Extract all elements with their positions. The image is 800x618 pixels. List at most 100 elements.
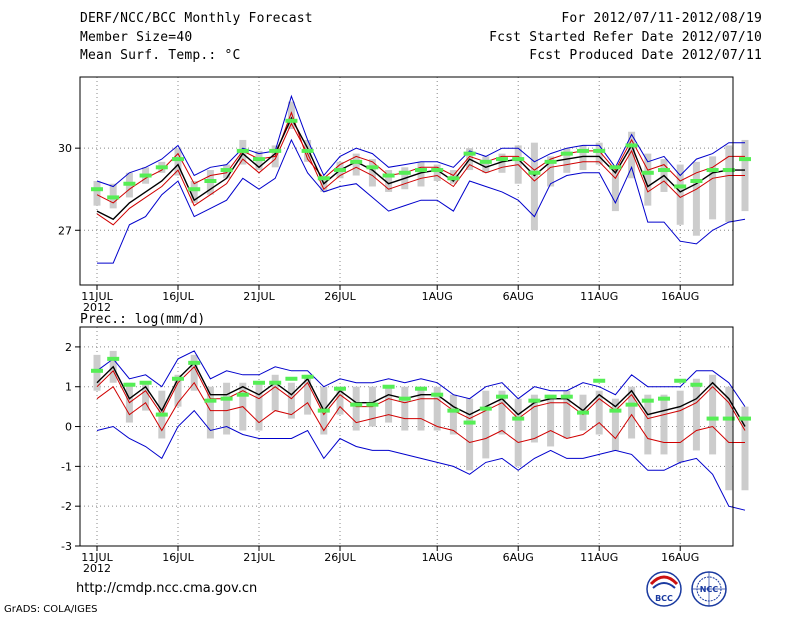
temp-median-marker bbox=[155, 165, 168, 170]
grads-credit: GrADS: COLA/IGES bbox=[4, 604, 98, 615]
temp-box bbox=[563, 148, 571, 173]
footer-url[interactable]: http://cmdp.ncc.cma.gov.cn bbox=[76, 581, 258, 596]
temp-median-marker bbox=[496, 157, 508, 162]
prec-box bbox=[547, 394, 555, 447]
temp-box bbox=[482, 156, 490, 173]
temp-box bbox=[368, 159, 376, 187]
prec-ytick-label: -2 bbox=[61, 500, 72, 513]
prec-frame bbox=[79, 326, 734, 547]
prec-box bbox=[530, 394, 538, 443]
temp-median-marker bbox=[544, 159, 557, 164]
chart-title: DERF/NCC/BCC Monthly Forecast bbox=[80, 11, 313, 26]
temp-box bbox=[725, 145, 733, 223]
temp-median-marker bbox=[431, 168, 444, 173]
prec-box bbox=[449, 394, 457, 435]
prec-median-marker bbox=[220, 396, 233, 401]
temp-box bbox=[93, 181, 101, 206]
ncc-logo: NCC bbox=[691, 571, 727, 607]
prec-ytick-label: -1 bbox=[61, 460, 72, 473]
temp-box bbox=[385, 170, 393, 192]
prec-box bbox=[595, 390, 603, 435]
prec-box bbox=[498, 390, 506, 435]
prec-box bbox=[304, 374, 312, 415]
prec-median-marker bbox=[204, 398, 217, 403]
prec-box bbox=[628, 386, 636, 439]
prec-median-marker bbox=[593, 378, 606, 383]
prec-box bbox=[676, 390, 684, 463]
temp-median-marker bbox=[641, 170, 654, 175]
temp-box bbox=[628, 131, 636, 179]
prec-xtick-label: 6AUG bbox=[503, 551, 534, 564]
temp-median-marker bbox=[91, 187, 103, 192]
temp-xtick-label: 11JUL bbox=[81, 290, 113, 303]
temp-median-marker bbox=[220, 168, 233, 173]
prec-box bbox=[514, 398, 522, 467]
temp-xtick-label: 16AUG bbox=[661, 290, 699, 303]
temp-median-marker bbox=[674, 184, 687, 189]
temp-box bbox=[352, 153, 360, 176]
prec-median-marker bbox=[366, 402, 379, 407]
temp-box bbox=[676, 164, 684, 225]
prec-median-marker bbox=[155, 412, 168, 417]
prec-median-marker bbox=[350, 402, 363, 407]
temp-line-lower bbox=[96, 122, 745, 226]
prec-box bbox=[271, 374, 279, 411]
prec-median-marker bbox=[123, 382, 136, 387]
temp-median-marker bbox=[528, 170, 541, 175]
prec-median-marker bbox=[269, 380, 282, 385]
prec-box bbox=[287, 382, 295, 419]
temp-median-marker bbox=[317, 176, 330, 181]
prec-box bbox=[336, 386, 344, 415]
prec-median-marker bbox=[641, 398, 654, 403]
prec-box bbox=[644, 394, 652, 455]
temp-xtick-label: 26JUL bbox=[324, 290, 356, 303]
temp-median-marker bbox=[690, 179, 703, 183]
prec-median-marker bbox=[577, 410, 589, 415]
prec-median-marker bbox=[609, 408, 622, 413]
temp-median-marker bbox=[577, 148, 589, 153]
prec-median-marker bbox=[172, 376, 184, 381]
temp-median-marker bbox=[350, 159, 363, 164]
prec-line-max bbox=[96, 350, 746, 407]
prec-xtick-label: 26JUL bbox=[324, 551, 356, 564]
temp-box bbox=[530, 142, 538, 231]
prec-xtick-label: 16JUL bbox=[162, 551, 194, 564]
prec-median-marker bbox=[706, 416, 719, 421]
temp-median-marker bbox=[658, 168, 670, 173]
prec-median-marker bbox=[139, 380, 152, 385]
prec-median-marker bbox=[544, 394, 557, 399]
prec-box bbox=[352, 386, 360, 431]
prec-median-marker bbox=[334, 386, 346, 391]
prec-box bbox=[255, 382, 263, 431]
temp-box bbox=[287, 101, 295, 129]
temp-median-marker bbox=[593, 148, 606, 153]
temp-median-marker bbox=[739, 157, 751, 162]
temp-median-marker bbox=[236, 148, 249, 153]
prec-median-marker bbox=[479, 406, 492, 411]
temp-median-marker bbox=[560, 151, 573, 156]
temp-median-marker bbox=[447, 176, 460, 181]
prec-median-marker bbox=[317, 408, 330, 413]
prec-median-marker bbox=[382, 384, 395, 389]
temp-box bbox=[417, 161, 425, 187]
temp-median-marker bbox=[269, 148, 282, 153]
prec-median-marker bbox=[739, 416, 751, 421]
prec-box bbox=[417, 386, 425, 431]
prec-median-marker bbox=[560, 394, 573, 399]
temp-median-marker bbox=[188, 187, 201, 192]
prec-median-marker bbox=[431, 392, 444, 397]
prec-median-marker bbox=[236, 392, 249, 397]
prec-median-marker bbox=[285, 376, 298, 381]
prec-box bbox=[482, 390, 490, 459]
prec-box bbox=[611, 398, 619, 451]
prec-median-marker bbox=[107, 356, 120, 361]
prec-box bbox=[142, 382, 150, 411]
temp-xtick-label: 11AUG bbox=[580, 290, 618, 303]
temp-xtick-label: 1AUG bbox=[422, 290, 453, 303]
prec-median-marker bbox=[253, 380, 265, 385]
prec-xtick-label: 11AUG bbox=[580, 551, 618, 564]
prec-box bbox=[692, 378, 700, 451]
temp-median-marker bbox=[463, 151, 476, 156]
prec-median-marker bbox=[447, 408, 460, 413]
